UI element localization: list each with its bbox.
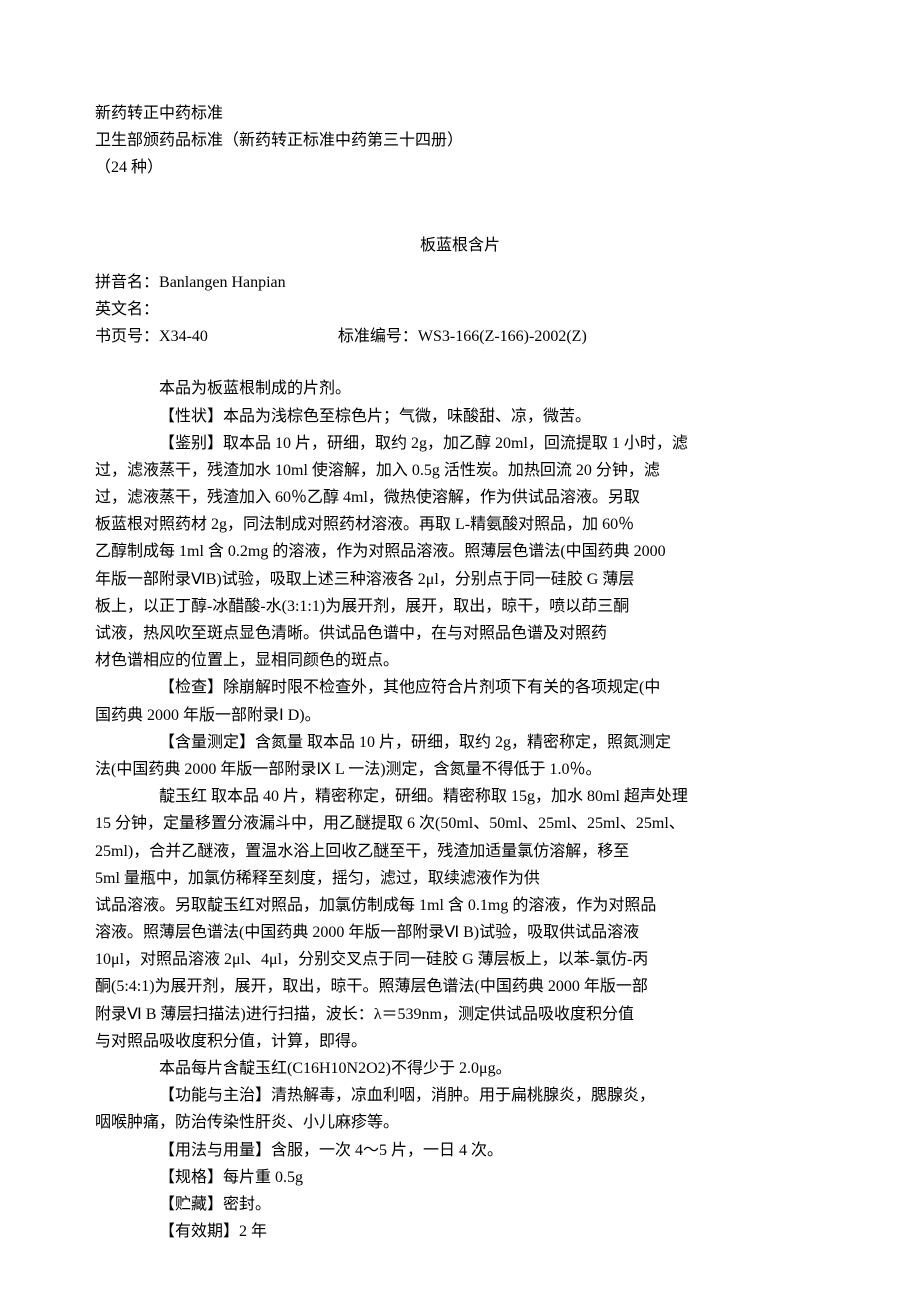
body-p4a: 【检查】除崩解时限不检查外，其他应符合片剂项下有关的各项规定(中 [95,674,825,701]
body-p7: 本品每片含靛玉红(C16H10N2O2)不得少于 2.0μg。 [95,1055,825,1082]
body-p3i: 材色谱相应的位置上，显相同颜色的斑点。 [95,647,825,674]
header-line-1: 新药转正中药标准 [95,100,825,127]
pinyin-row: 拼音名： Banlangen Hanpian [95,269,825,296]
body-p3h: 试液，热风吹至斑点显色清晰。供试品色谱中，在与对照品色谱及对照药 [95,620,825,647]
body-p6i: 附录Ⅵ B 薄层扫描法)进行扫描，波长：λ＝539nm，测定供试品吸收度积分值 [95,1001,825,1028]
body-p3c: 过，滤液蒸干，残渣加入 60％乙醇 4ml，微热使溶解，作为供试品溶液。另取 [95,484,825,511]
english-row: 英文名： [95,296,825,323]
body-p6f: 溶液。照薄层色谱法(中国药典 2000 年版一部附录Ⅵ B)试验，吸取供试品溶液 [95,919,825,946]
standard-value: WS3-166(Z-166)-2002(Z) [418,328,587,345]
metadata-section: 拼音名： Banlangen Hanpian 英文名： 书页号：X34-40 标… [95,269,825,351]
body-p3a: 【鉴别】取本品 10 片，研细，取约 2g，加乙醇 20ml，回流提取 1 小时… [95,430,825,457]
body-p9: 【用法与用量】含服，一次 4～5 片，一日 4 次。 [95,1137,825,1164]
header-line-3: （24 种） [95,154,825,181]
header-line-2: 卫生部颁药品标准（新药转正标准中药第三十四册） [95,127,825,154]
body-p8a: 【功能与主治】清热解毒，凉血利咽，消肿。用于扁桃腺炎，腮腺炎， [95,1082,825,1109]
body-p6e: 试品溶液。另取靛玉红对照品，加氯仿制成每 1ml 含 0.1mg 的溶液，作为对… [95,892,825,919]
body-p11: 【贮藏】密封。 [95,1191,825,1218]
body-p8b: 咽喉肿痛，防治传染性肝炎、小儿麻疹等。 [95,1109,825,1136]
body-p4b: 国药典 2000 年版一部附录Ⅰ D)。 [95,702,825,729]
standard-group: 标准编号：WS3-166(Z-166)-2002(Z) [338,323,587,350]
body-p2: 【性状】本品为浅棕色至棕色片；气微，味酸甜、凉，微苦。 [95,403,825,430]
body-p10: 【规格】每片重 0.5g [95,1164,825,1191]
body-p3g: 板上，以正丁醇-冰醋酸-水(3:1:1)为展开剂，展开，取出，晾干，喷以茚三酮 [95,593,825,620]
body-p6b: 15 分钟，定量移置分液漏斗中，用乙醚提取 6 次(50ml、50ml、25ml… [95,810,825,837]
body-p3e: 乙醇制成每 1ml 含 0.2mg 的溶液，作为对照品溶液。照薄层色谱法(中国药… [95,538,825,565]
book-standard-row: 书页号：X34-40 标准编号：WS3-166(Z-166)-2002(Z) [95,323,825,350]
body-p5a: 【含量测定】含氮量 取本品 10 片，研细，取约 2g，精密称定，照氮测定 [95,729,825,756]
body-p6a: 靛玉红 取本品 40 片，精密称定，研细。精密称取 15g，加水 80ml 超声… [95,783,825,810]
body-p5b: 法(中国药典 2000 年版一部附录Ⅸ L 一法)测定，含氮量不得低于 1.0％… [95,756,825,783]
body-p3d: 板蓝根对照药材 2g，同法制成对照药材溶液。再取 L-精氨酸对照品，加 60％ [95,511,825,538]
pinyin-label: 拼音名： [95,269,159,296]
body-p6d: 5ml 量瓶中，加氯仿稀释至刻度，摇匀，滤过，取续滤液作为供 [95,865,825,892]
book-label: 书页号： [95,328,159,345]
book-id-group: 书页号：X34-40 [95,323,208,350]
body-p6c: 25ml)，合并乙醚液，置温水浴上回收乙醚至干，残渣加适量氯仿溶解，移至 [95,838,825,865]
body-p3f: 年版一部附录ⅥB)试验，吸取上述三种溶液各 2μl，分别点于同一硅胶 G 薄层 [95,566,825,593]
body-p6h: 酮(5:4:1)为展开剂，展开，取出，晾干。照薄层色谱法(中国药典 2000 年… [95,973,825,1000]
body-p12: 【有效期】2 年 [95,1218,825,1245]
body-p1: 本品为板蓝根制成的片剂。 [95,375,825,402]
body-p6g: 10μl，对照品溶液 2μl、4μl，分别交叉点于同一硅胶 G 薄层板上，以苯-… [95,946,825,973]
body-p3b: 过，滤液蒸干，残渣加水 10ml 使溶解，加入 0.5g 活性炭。加热回流 20… [95,457,825,484]
english-label: 英文名： [95,296,159,323]
standard-label: 标准编号： [338,328,418,345]
body-p6j: 与对照品吸收度积分值，计算，即得。 [95,1028,825,1055]
book-value: X34-40 [159,328,208,345]
document-body: 本品为板蓝根制成的片剂。 【性状】本品为浅棕色至棕色片；气微，味酸甜、凉，微苦。… [95,375,825,1245]
pinyin-value: Banlangen Hanpian [159,269,286,296]
document-header: 新药转正中药标准 卫生部颁药品标准（新药转正标准中药第三十四册） （24 种） [95,100,825,182]
document-title: 板蓝根含片 [95,232,825,259]
